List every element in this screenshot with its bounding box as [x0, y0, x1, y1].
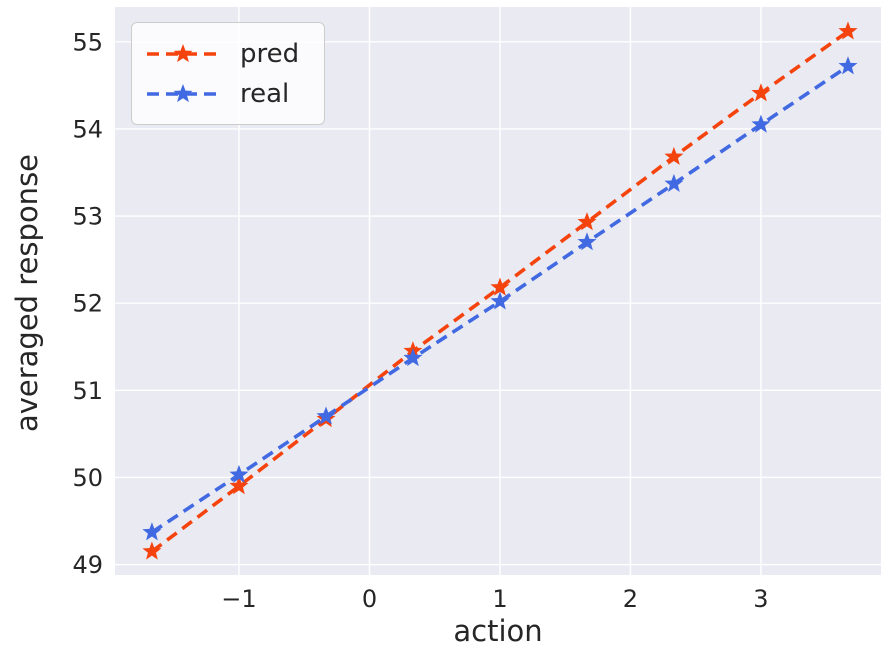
x-tick-label: 3 [753, 585, 768, 613]
data-point-marker-real [316, 406, 336, 425]
star-icon [173, 43, 193, 62]
data-point-marker-pred [838, 21, 858, 40]
data-point-marker-pred [490, 277, 510, 296]
star-icon [173, 83, 193, 102]
data-point-marker-real [751, 114, 771, 133]
x-tick-label: −1 [221, 585, 256, 613]
legend-entry-pred: pred [146, 41, 310, 67]
series-line-real [150, 64, 850, 534]
data-point-marker-real [403, 348, 423, 367]
data-point-marker-real [577, 232, 597, 251]
legend-line-sample-real [147, 83, 219, 102]
y-tick-label: 52 [72, 290, 103, 318]
y-axis-label: averaged response [10, 153, 44, 433]
data-point-marker-real [142, 522, 162, 541]
data-point-marker-pred [664, 146, 684, 165]
y-tick-label: 50 [72, 464, 103, 492]
data-point-marker-real [838, 56, 858, 75]
data-point-marker-real [229, 464, 249, 483]
y-tick-label: 54 [72, 115, 103, 143]
data-point-marker-real [490, 291, 510, 310]
y-tick-label: 55 [72, 28, 103, 56]
y-tick-label: 49 [72, 551, 103, 579]
legend: pred real [131, 22, 325, 125]
x-tick-label: 2 [623, 585, 638, 613]
x-tick-label: 0 [362, 585, 377, 613]
y-tick-label: 51 [72, 377, 103, 405]
legend-line-sample-pred [147, 43, 219, 62]
data-point-marker-pred [577, 212, 597, 231]
x-tick-label: 1 [492, 585, 507, 613]
data-point-marker-pred [229, 476, 249, 495]
legend-entry-real: real [146, 81, 310, 107]
data-point-marker-real [664, 173, 684, 192]
data-point-marker-pred [142, 541, 162, 560]
x-axis-label: action [453, 614, 543, 648]
data-point-marker-pred [751, 83, 771, 102]
legend-label: real [240, 78, 290, 109]
y-tick-label: 53 [72, 203, 103, 231]
legend-label: pred [240, 38, 300, 69]
series-line-pred [150, 29, 850, 553]
